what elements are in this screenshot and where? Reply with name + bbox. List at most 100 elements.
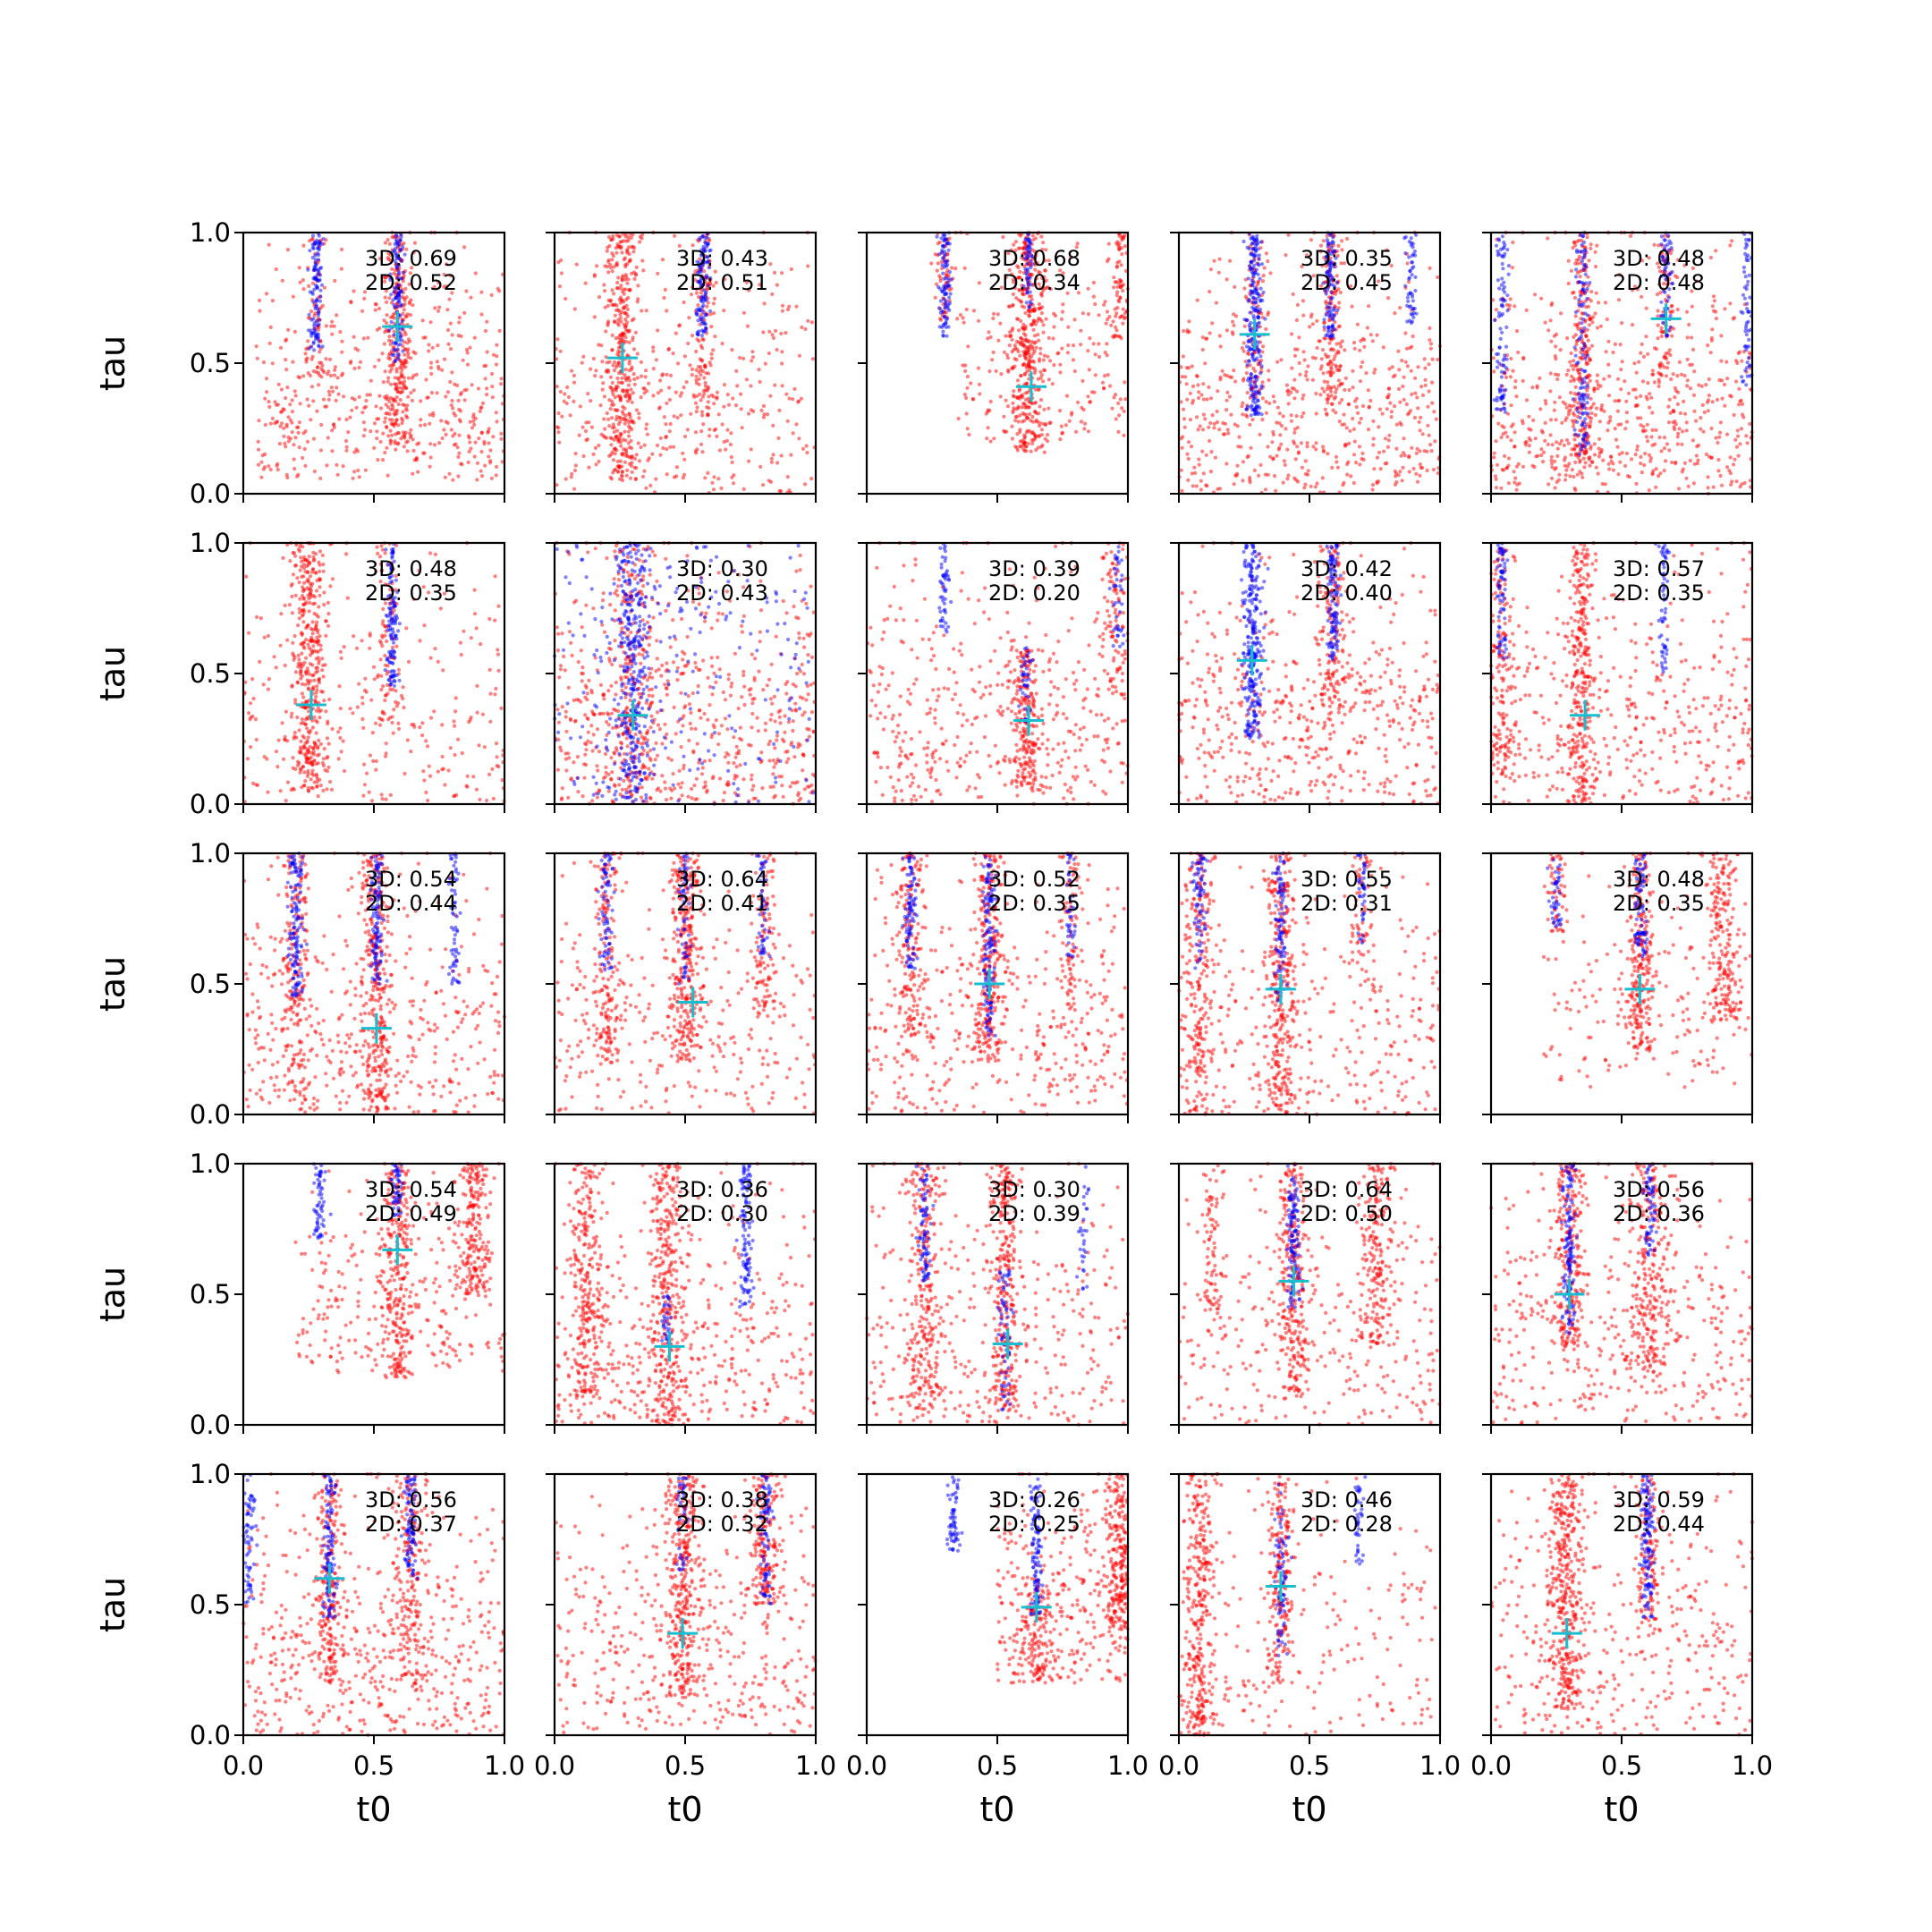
red-point <box>1507 456 1511 460</box>
red-point <box>604 306 607 309</box>
red-point <box>628 445 631 449</box>
red-point <box>1052 325 1055 328</box>
panel-grid: 3D: 0.692D: 0.520.00.51.0tau3D: 0.432D: … <box>93 217 1773 1829</box>
red-point <box>1492 356 1496 360</box>
red-point <box>1261 344 1265 348</box>
red-point <box>641 475 645 479</box>
red-point <box>389 438 393 442</box>
red-point <box>298 420 301 424</box>
blue-point <box>308 313 311 317</box>
red-point <box>1196 383 1199 386</box>
red-point <box>809 477 813 480</box>
red-point <box>1428 267 1432 270</box>
red-point <box>1182 408 1185 411</box>
red-point <box>1626 474 1630 478</box>
red-point <box>713 297 716 301</box>
red-point <box>466 351 470 354</box>
red-point <box>476 462 479 465</box>
red-point <box>709 352 713 356</box>
red-point <box>628 378 631 382</box>
red-point <box>394 382 398 386</box>
red-point <box>607 299 611 302</box>
red-point <box>613 369 616 372</box>
red-point <box>767 330 771 334</box>
red-point <box>1284 463 1287 467</box>
red-point <box>495 419 498 423</box>
red-point <box>556 426 560 429</box>
red-point <box>699 443 703 446</box>
blue-point <box>1253 285 1257 289</box>
red-point <box>1681 429 1684 433</box>
red-point <box>1546 328 1550 332</box>
red-point <box>631 401 634 404</box>
red-point <box>780 453 784 457</box>
red-point <box>1257 281 1260 284</box>
red-point <box>1311 356 1315 360</box>
red-point <box>1645 435 1648 438</box>
red-point <box>1575 325 1579 328</box>
red-point <box>608 436 612 439</box>
red-point <box>1371 483 1375 487</box>
red-point <box>767 352 771 355</box>
red-point <box>1635 448 1639 452</box>
red-point <box>977 319 980 323</box>
red-point <box>702 376 706 379</box>
red-point <box>482 442 486 445</box>
red-point <box>640 395 643 399</box>
blue-point <box>311 317 315 320</box>
red-point <box>470 426 474 429</box>
red-point <box>436 391 439 394</box>
red-point <box>1286 233 1290 237</box>
blue-point <box>1409 291 1412 294</box>
red-point <box>632 377 636 381</box>
red-point <box>1101 381 1105 385</box>
red-point <box>564 297 567 301</box>
red-point <box>696 405 699 409</box>
red-point <box>1024 403 1028 407</box>
red-point <box>1266 445 1269 448</box>
red-point <box>614 246 618 250</box>
red-point <box>1553 401 1556 404</box>
red-point <box>338 330 342 334</box>
red-point <box>1042 408 1046 411</box>
red-point <box>781 309 784 313</box>
red-point <box>1572 425 1575 428</box>
red-point <box>333 373 336 377</box>
blue-point <box>1250 372 1253 376</box>
red-point <box>1296 426 1300 429</box>
red-point <box>1104 300 1107 303</box>
red-point <box>1349 474 1352 478</box>
blue-point <box>1249 405 1252 409</box>
red-point <box>406 439 410 443</box>
blue-point <box>1250 242 1254 246</box>
red-point <box>1225 328 1229 332</box>
red-point <box>1097 342 1100 345</box>
red-point <box>697 365 700 369</box>
red-point <box>635 453 639 456</box>
red-point <box>998 322 1002 326</box>
red-point <box>999 394 1003 398</box>
annotation-3d: 3D: 0.43 <box>676 246 768 271</box>
red-point <box>1419 428 1422 432</box>
red-point <box>431 346 435 350</box>
red-point <box>1681 470 1684 473</box>
red-point <box>624 368 628 371</box>
red-point <box>1324 352 1327 356</box>
red-point <box>1006 370 1010 374</box>
blue-point <box>1408 240 1411 243</box>
red-point <box>1117 281 1121 284</box>
red-point <box>1022 363 1026 367</box>
red-point <box>1301 314 1305 318</box>
red-point <box>1033 410 1037 413</box>
red-point <box>395 369 399 373</box>
blue-point <box>939 299 943 302</box>
red-point <box>1042 369 1046 372</box>
red-point <box>1640 470 1644 474</box>
red-point <box>632 277 636 281</box>
red-point <box>686 342 690 345</box>
red-point <box>394 419 398 422</box>
red-point <box>729 443 733 446</box>
red-point <box>1672 372 1675 376</box>
red-point <box>468 450 471 453</box>
red-point <box>1060 347 1063 351</box>
